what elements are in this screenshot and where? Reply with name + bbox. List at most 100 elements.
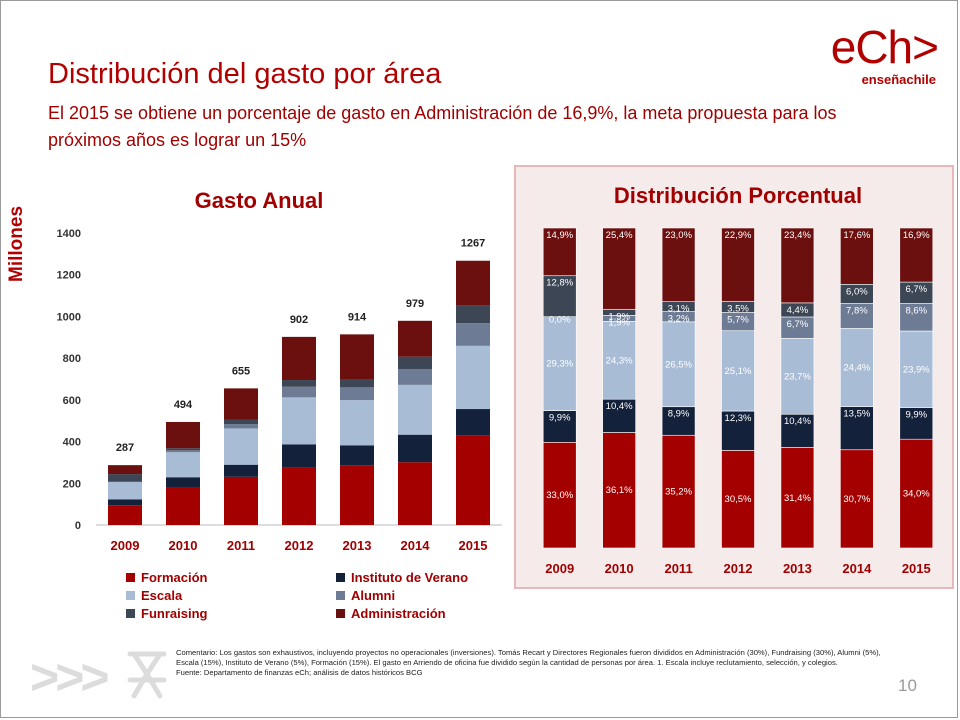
bar-segment-instituto-de-verano [166,477,200,488]
data-label-administracion: 16,9% [903,230,930,241]
legend-item-escala: Escala [126,588,182,603]
data-label-funraising: 3,5% [727,303,749,314]
chart-title: Gasto Anual [195,188,324,213]
data-label-formacion: 31,4% [784,493,811,504]
y-tick-label: 1400 [57,228,81,240]
x-tick-label: 2010 [605,561,634,576]
y-tick-label: 600 [63,395,81,407]
legend-swatch [336,609,345,618]
bar-segment-administracion [840,227,874,285]
data-label-formacion: 33,0% [546,490,573,501]
data-label-funraising: 6,7% [905,284,927,295]
ech-logo: eCh> enseñachile [828,21,939,87]
bar-segment-administracion [398,320,432,357]
bar-segment-instituto-de-verano [282,444,316,468]
bar-segment-alumni [398,368,432,385]
bar-segment-instituto-de-verano [721,410,755,451]
bar-segment-instituto-de-verano [224,464,258,477]
footnote: Comentario: Los gastos son exhaustivos, … [176,648,896,678]
legend-item-instituto-de-verano: Instituto de Verano [336,570,468,585]
bar-segment-instituto-de-verano [899,407,934,440]
data-label-escala: 24,4% [843,363,870,374]
x-tick-label: 2013 [783,561,812,576]
x-tick-label: 2014 [842,561,872,576]
legend-label: Administración [351,606,446,621]
data-label-escala: 25,1% [725,366,752,377]
x-tick-label: 2012 [724,561,753,576]
data-label-administracion: 14,9% [546,230,573,241]
x-tick-label: 2015 [459,538,488,553]
data-label-formacion: 34,0% [903,489,930,500]
data-label-alumni: 1,9% [608,317,630,328]
data-label-formacion: 30,7% [843,494,870,505]
bar-segment-alumni [899,303,934,332]
page-number: 10 [898,676,917,695]
data-label-administracion: 22,9% [725,230,752,241]
bar-segment-formacion [721,450,755,549]
legend-item-funraising: Funraising [126,606,207,621]
bar-segment-administracion [542,227,577,277]
x-tick-label: 2011 [227,538,255,553]
y-tick-label: 200 [63,478,81,490]
bar-segment-formacion [340,465,374,525]
bar-segment-administracion [340,334,374,379]
bar-total-label: 655 [232,365,250,377]
legend-label: Alumni [351,588,396,603]
bar-segment-escala [108,481,142,500]
data-label-formacion: 36,1% [606,485,633,496]
data-label-funraising: 1,9% [608,311,630,322]
logo-mark: eCh> [830,21,939,73]
logo-wordmark: enseñachile [861,72,936,87]
bar-segment-escala [166,452,200,478]
footnote-comment: Comentario: Los gastos son exhaustivos, … [176,648,881,667]
data-label-instituto-de-verano: 10,4% [784,416,811,427]
data-label-escala: 23,7% [784,371,811,382]
legend-label: Escala [141,588,183,603]
bar-segment-formacion [602,432,636,549]
annual-spend-chart: Gasto Anual 0 200 400 600 800 1000 1200 1400 287 2… [57,188,502,553]
bar-segment-escala [224,428,258,465]
legend-item-administracion: Administración [336,606,446,621]
legend-swatch [336,591,345,600]
bar-segment-administracion [899,227,934,283]
bar-segment-funraising [282,380,316,387]
bar-segment-instituto-de-verano [542,410,577,443]
bar-segment-escala [661,321,696,408]
data-label-instituto-de-verano: 12,3% [725,413,752,424]
data-label-escala: 26,5% [665,359,692,370]
bar-segment-funraising [542,275,577,318]
bar-segment-administracion [282,336,316,381]
chart-legend: Formación Instituto de Verano Escala Alu… [126,570,486,630]
data-label-escala: 24,3% [606,355,633,366]
bar-segment-funraising [224,419,258,425]
data-label-escala: 23,9% [903,364,930,375]
bar-total-label: 494 [174,399,193,411]
data-label-escala: 29,3% [546,359,573,370]
bar-total-label: 914 [348,311,367,323]
bar-segment-formacion [108,505,142,525]
bar-segment-escala [721,330,755,412]
bar-segment-formacion [780,447,815,549]
data-label-formacion: 35,2% [665,487,692,498]
data-label-alumni: 7,8% [846,306,868,317]
data-label-instituto-de-verano: 13,5% [843,409,870,420]
bar-segment-funraising [108,474,142,482]
x-tick-label: 2012 [285,538,314,553]
data-label-alumni: 3,2% [668,314,690,325]
bar-segment-administracion [780,227,815,304]
bar-segment-funraising [456,305,490,324]
bar-segment-administracion [661,227,696,302]
bar-segment-escala [456,345,490,410]
bar-segment-escala [340,400,374,446]
bar-segment-escala [542,316,577,411]
bar-segment-formacion [224,476,258,525]
bar-segment-formacion [166,487,200,525]
x-tick-label: 2014 [401,538,431,553]
legend-swatch [126,573,135,582]
bar-segment-formacion [542,441,577,549]
bar-total-label: 979 [406,298,424,310]
footnote-source: Fuente: Departamento de finanzas eCh; an… [176,668,423,677]
legend-swatch [336,573,345,582]
bar-segment-administracion [224,388,258,420]
